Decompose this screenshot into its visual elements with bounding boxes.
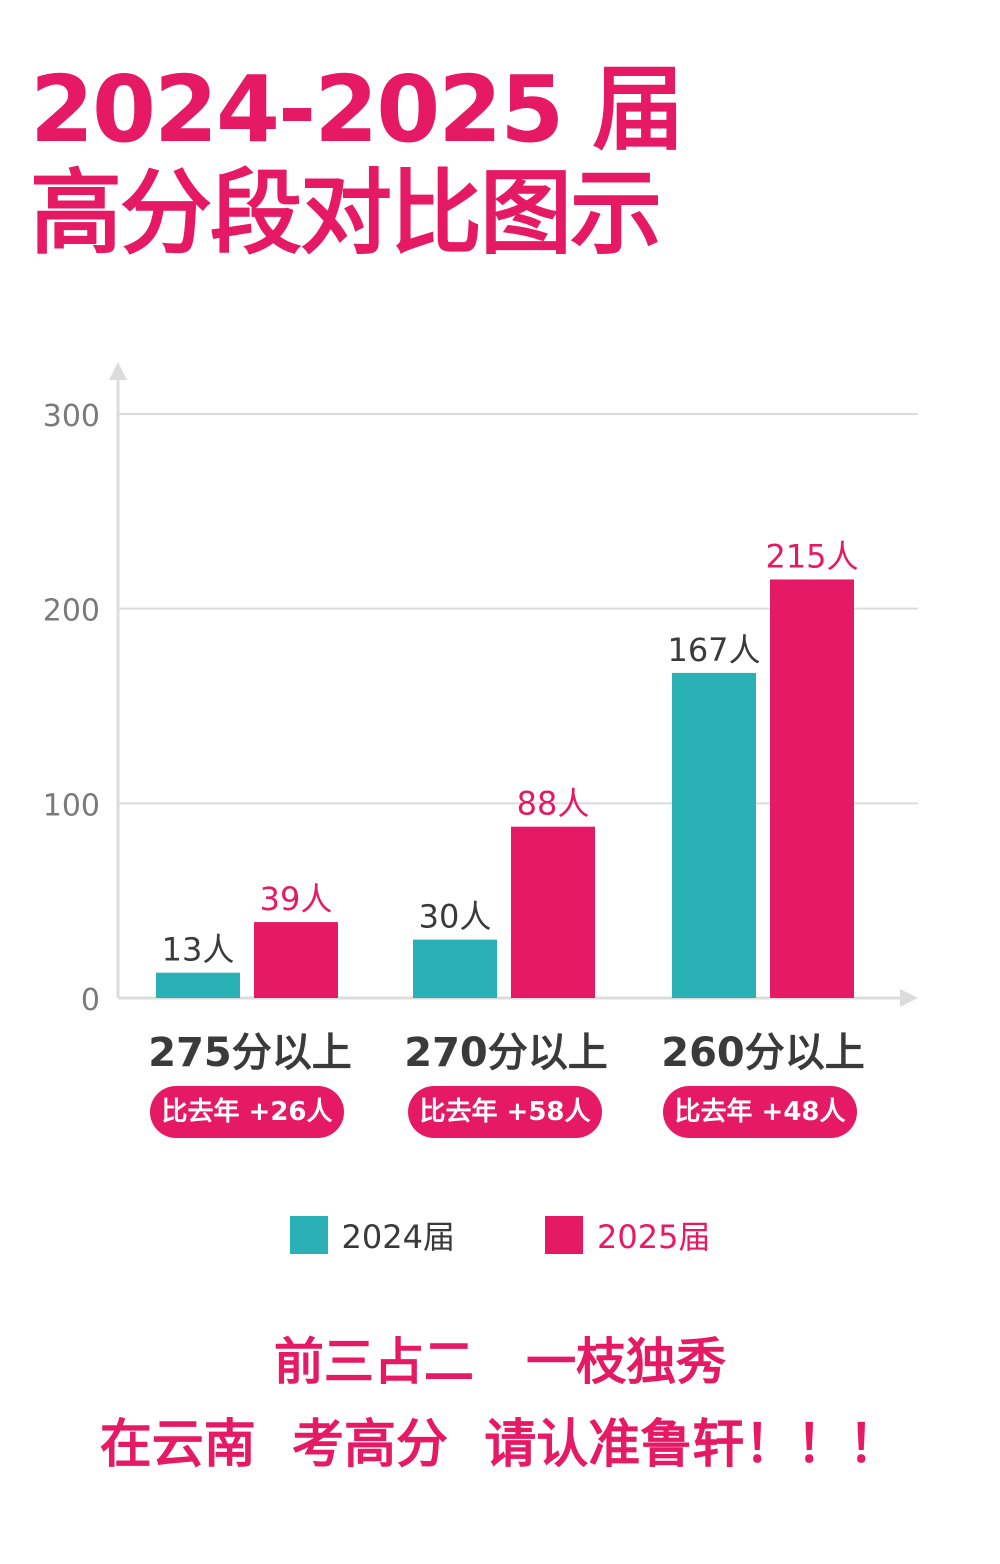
category-label: 270分以上 — [404, 1030, 608, 1076]
difference-badge: 比去年 +58人 — [408, 1086, 602, 1138]
slogan-line-2: 在云南 考高分 请认准鲁轩！！！ — [99, 1415, 901, 1475]
title-line-1: 2024-2025 届 — [30, 56, 684, 163]
x-axis-arrow — [900, 989, 918, 1007]
y-tick-label: 200 — [43, 594, 100, 629]
bar-value-label: 167人 — [667, 631, 760, 669]
category-label: 260分以上 — [661, 1030, 865, 1076]
bar-chart: 0 100 200 300 13人 39人 30人 88人 167人 215人 — [43, 362, 918, 1015]
bar-value-label: 13人 — [162, 931, 235, 969]
bar-2025 — [770, 579, 854, 998]
bar-2025 — [511, 826, 595, 998]
legend-item-2024: 2024届 — [289, 1212, 455, 1258]
bar-value-label: 88人 — [517, 785, 590, 823]
category-label: 275分以上 — [148, 1030, 352, 1076]
bar-value-label: 215人 — [765, 537, 858, 575]
difference-badge: 比去年 +48人 — [663, 1086, 857, 1138]
slogan-line-1: 前三占二 一枝独秀 — [273, 1333, 727, 1391]
bar-2024 — [413, 939, 497, 998]
bar-value-label: 39人 — [260, 880, 333, 918]
legend-swatch-2024 — [289, 1216, 328, 1254]
bar-2025 — [254, 922, 338, 998]
y-tick-label: 0 — [81, 983, 100, 1015]
legend-label-2025: 2025届 — [597, 1218, 711, 1256]
bar-2024 — [672, 672, 756, 998]
bar-2024 — [156, 972, 240, 998]
title-line-2: 高分段对比图示 — [30, 160, 662, 267]
y-axis-arrow — [109, 362, 127, 380]
legend-label-2024: 2024届 — [341, 1218, 455, 1256]
bar-value-label: 30人 — [419, 898, 492, 936]
y-tick-label: 300 — [43, 399, 100, 434]
y-tick-label: 100 — [43, 788, 100, 823]
difference-badge: 比去年 +26人 — [150, 1086, 344, 1138]
chart-legend: 2024届 2025届 — [0, 1212, 1000, 1258]
page-title: 2024-2025 届 高分段对比图示 — [30, 56, 684, 267]
legend-swatch-2025 — [545, 1216, 583, 1254]
legend-item-2025: 2025届 — [545, 1212, 710, 1258]
